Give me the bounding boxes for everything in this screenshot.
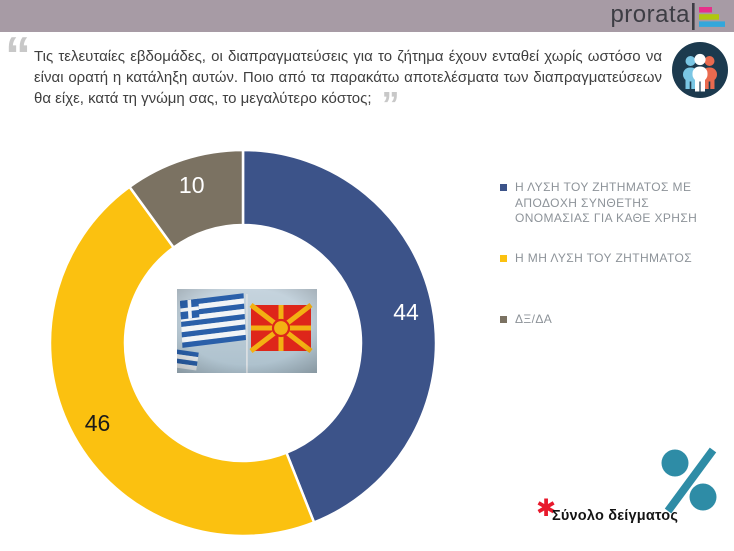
legend-label: Η ΛΥΣΗ ΤΟΥ ΖΗΤΗΜΑΤΟΣ ΜΕ ΑΠΟΔΟΧΗ ΣΥΝΘΕΤΗΣ… — [515, 180, 698, 225]
donut-data-label-1: 46 — [85, 410, 111, 436]
header-band: prorata — [0, 0, 734, 32]
donut-slice-0 — [241, 148, 438, 525]
donut-data-label-0: 44 — [393, 299, 419, 325]
legend-item-dont-know: ΔΞ/ΔΑ — [500, 312, 718, 328]
legend-swatch-navy — [500, 184, 507, 191]
donut-chart: 44 46 10 — [48, 148, 438, 538]
legend-label: Η ΜΗ ΛΥΣΗ ΤΟΥ ΖΗΤΗΜΑΤΟΣ — [515, 250, 693, 265]
footnote: ✱ Σύνολο δείγματος — [536, 494, 726, 534]
legend-label: ΔΞ/ΔΑ — [515, 312, 553, 326]
flags-photo — [177, 289, 317, 373]
brand-logo-text: prorata — [610, 1, 690, 28]
percent-icon — [661, 447, 717, 514]
legend-item-solution: Η ΛΥΣΗ ΤΟΥ ΖΗΤΗΜΑΤΟΣ ΜΕ ΑΠΟΔΟΧΗ ΣΥΝΘΕΤΗΣ… — [500, 180, 718, 227]
person-white — [692, 53, 708, 92]
brand-barchart-icon — [692, 3, 725, 30]
legend-item-no-solution: Η ΜΗ ΛΥΣΗ ΤΟΥ ΖΗΤΗΜΑΤΟΣ — [500, 251, 718, 267]
open-quote-icon: “ — [5, 27, 31, 85]
asterisk-icon: ✱ — [536, 495, 557, 522]
donut-data-label-2: 10 — [179, 172, 205, 198]
donut-slice-2 — [127, 148, 245, 250]
footnote-text: Σύνολο δείγματος — [552, 508, 679, 524]
question-text: Τις τελευταίες εβδομάδες, οι διαπραγματε… — [34, 46, 662, 123]
legend-swatch-yellow — [500, 254, 507, 262]
close-quote-icon: ” — [381, 84, 400, 125]
donut-slice-1 — [48, 185, 316, 538]
question-text-body: Τις τελευταίες εβδομάδες, οι διαπραγματε… — [34, 48, 662, 107]
chart-legend: Η ΛΥΣΗ ΤΟΥ ΖΗΤΗΜΑΤΟΣ ΜΕ ΑΠΟΔΟΧΗ ΣΥΝΘΕΤΗΣ… — [500, 180, 718, 328]
people-group-icon — [672, 42, 728, 98]
legend-swatch-gray — [500, 316, 507, 323]
